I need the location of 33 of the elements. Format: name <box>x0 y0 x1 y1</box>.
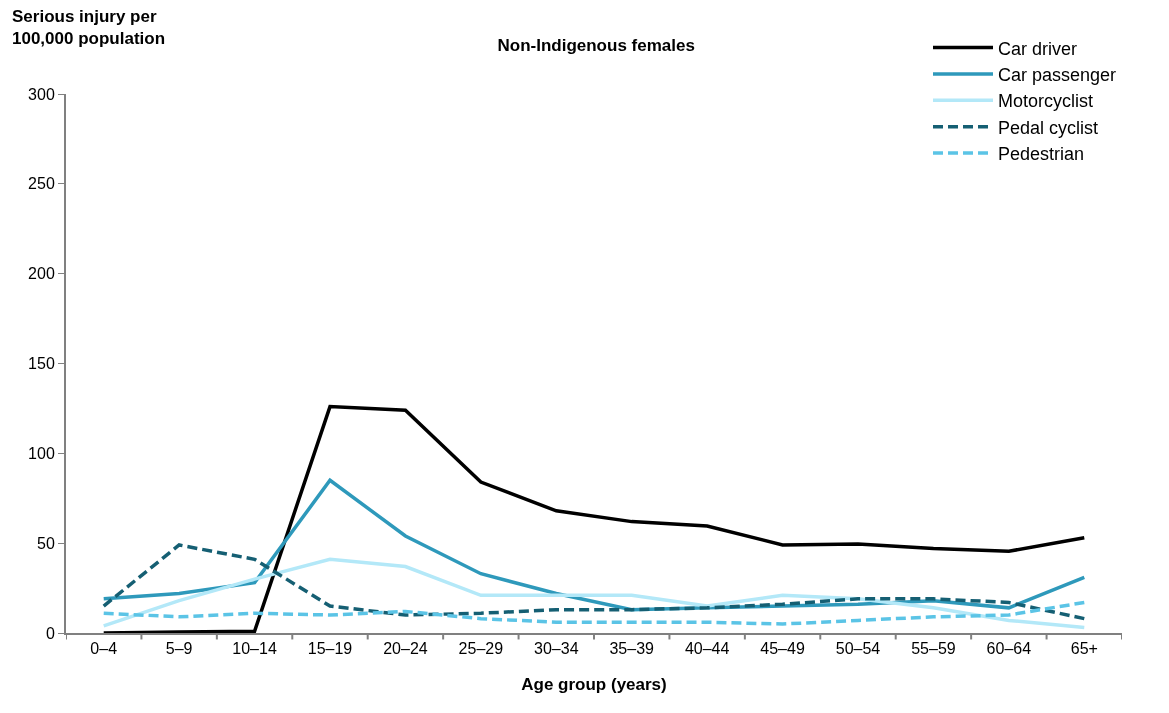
y-tick-label: 250 <box>28 175 55 193</box>
y-axis-title: Serious injury per 100,000 population <box>12 7 166 49</box>
y-tick-label: 100 <box>28 444 55 462</box>
x-tick-label: 30–34 <box>534 640 579 658</box>
line-series <box>101 600 1087 626</box>
x-tick-label: 60–64 <box>986 640 1032 658</box>
x-tick-label: 35–39 <box>609 640 655 658</box>
x-tick-label: 40–44 <box>684 640 730 658</box>
legend-label: Car passenger <box>998 64 1117 85</box>
y-tick-label: 150 <box>28 355 55 373</box>
x-tick-label: 50–54 <box>835 640 881 658</box>
chart-title: Non-Indigenous females <box>497 36 695 56</box>
x-tick-label: 20–24 <box>383 640 428 658</box>
legend-label: Pedal cyclist <box>998 117 1099 138</box>
line-series <box>101 404 1087 633</box>
y-tick-label: 300 <box>28 85 55 103</box>
x-tick-label: 65+ <box>1070 640 1098 658</box>
y-tick-label: 200 <box>28 265 55 283</box>
x-tick-label: 0–4 <box>90 640 118 658</box>
line-series <box>101 543 1087 621</box>
legend-label: Motorcyclist <box>998 91 1094 112</box>
y-tick-label: 0 <box>45 624 55 642</box>
x-tick-label: 55–59 <box>911 640 956 658</box>
y-tick-label: 50 <box>37 534 55 552</box>
x-tick-label: 10–14 <box>232 640 277 658</box>
x-tick-label: 25–29 <box>458 640 504 658</box>
x-tick-label: 5–9 <box>165 640 193 658</box>
x-tick-label: 15–19 <box>307 640 353 658</box>
x-tick-label: 45–49 <box>760 640 805 658</box>
x-axis-title: Age group (years) <box>521 675 667 695</box>
legend-label: Car driver <box>998 38 1078 59</box>
line-series <box>101 557 1087 630</box>
legend-label: Pedestrian <box>998 144 1085 165</box>
